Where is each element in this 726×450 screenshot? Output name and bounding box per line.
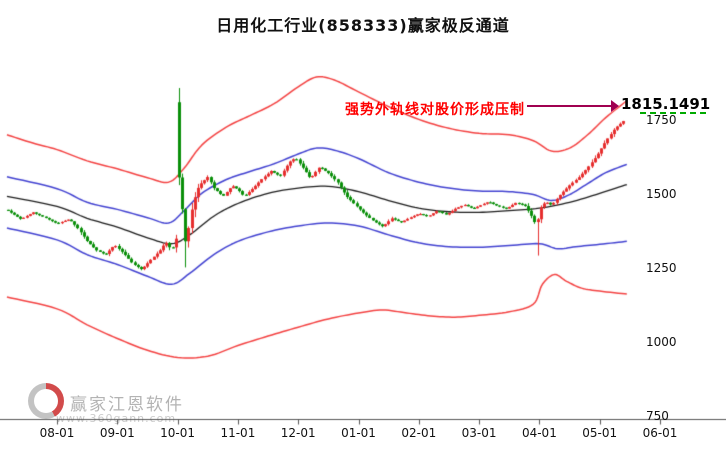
annotation-arrow [527, 105, 613, 107]
x-axis-label: 04-01 [521, 426, 557, 440]
x-axis-label: 01-01 [341, 426, 376, 440]
x-axis-label: 12-01 [280, 426, 316, 440]
x-axis-label: 09-01 [99, 426, 135, 440]
x-axis-label: 05-01 [582, 426, 618, 440]
annotation-arrowhead-icon [611, 100, 619, 112]
band-level-dash-marker [640, 112, 706, 114]
y-axis-label: 750 [646, 409, 669, 423]
x-axis-label: 10-01 [160, 426, 196, 440]
x-axis-label: 02-01 [401, 426, 437, 440]
y-axis-label: 1500 [646, 187, 677, 201]
y-axis-label: 1250 [646, 261, 677, 275]
y-axis-label: 1000 [646, 335, 677, 349]
annotation-text: 强势外轨线对股价形成压制 [345, 102, 525, 118]
x-axis-label: 08-01 [39, 426, 75, 440]
chart-title: 日用化工行业(858333)赢家极反通道 [216, 16, 510, 35]
x-axis-label: 03-01 [461, 426, 497, 440]
y-axis-label: 1750 [646, 113, 677, 127]
x-axis-label: 06-01 [642, 426, 678, 440]
x-axis-label: 11-01 [220, 426, 256, 440]
upper-band-value-label: 1815.1491 [621, 95, 711, 113]
